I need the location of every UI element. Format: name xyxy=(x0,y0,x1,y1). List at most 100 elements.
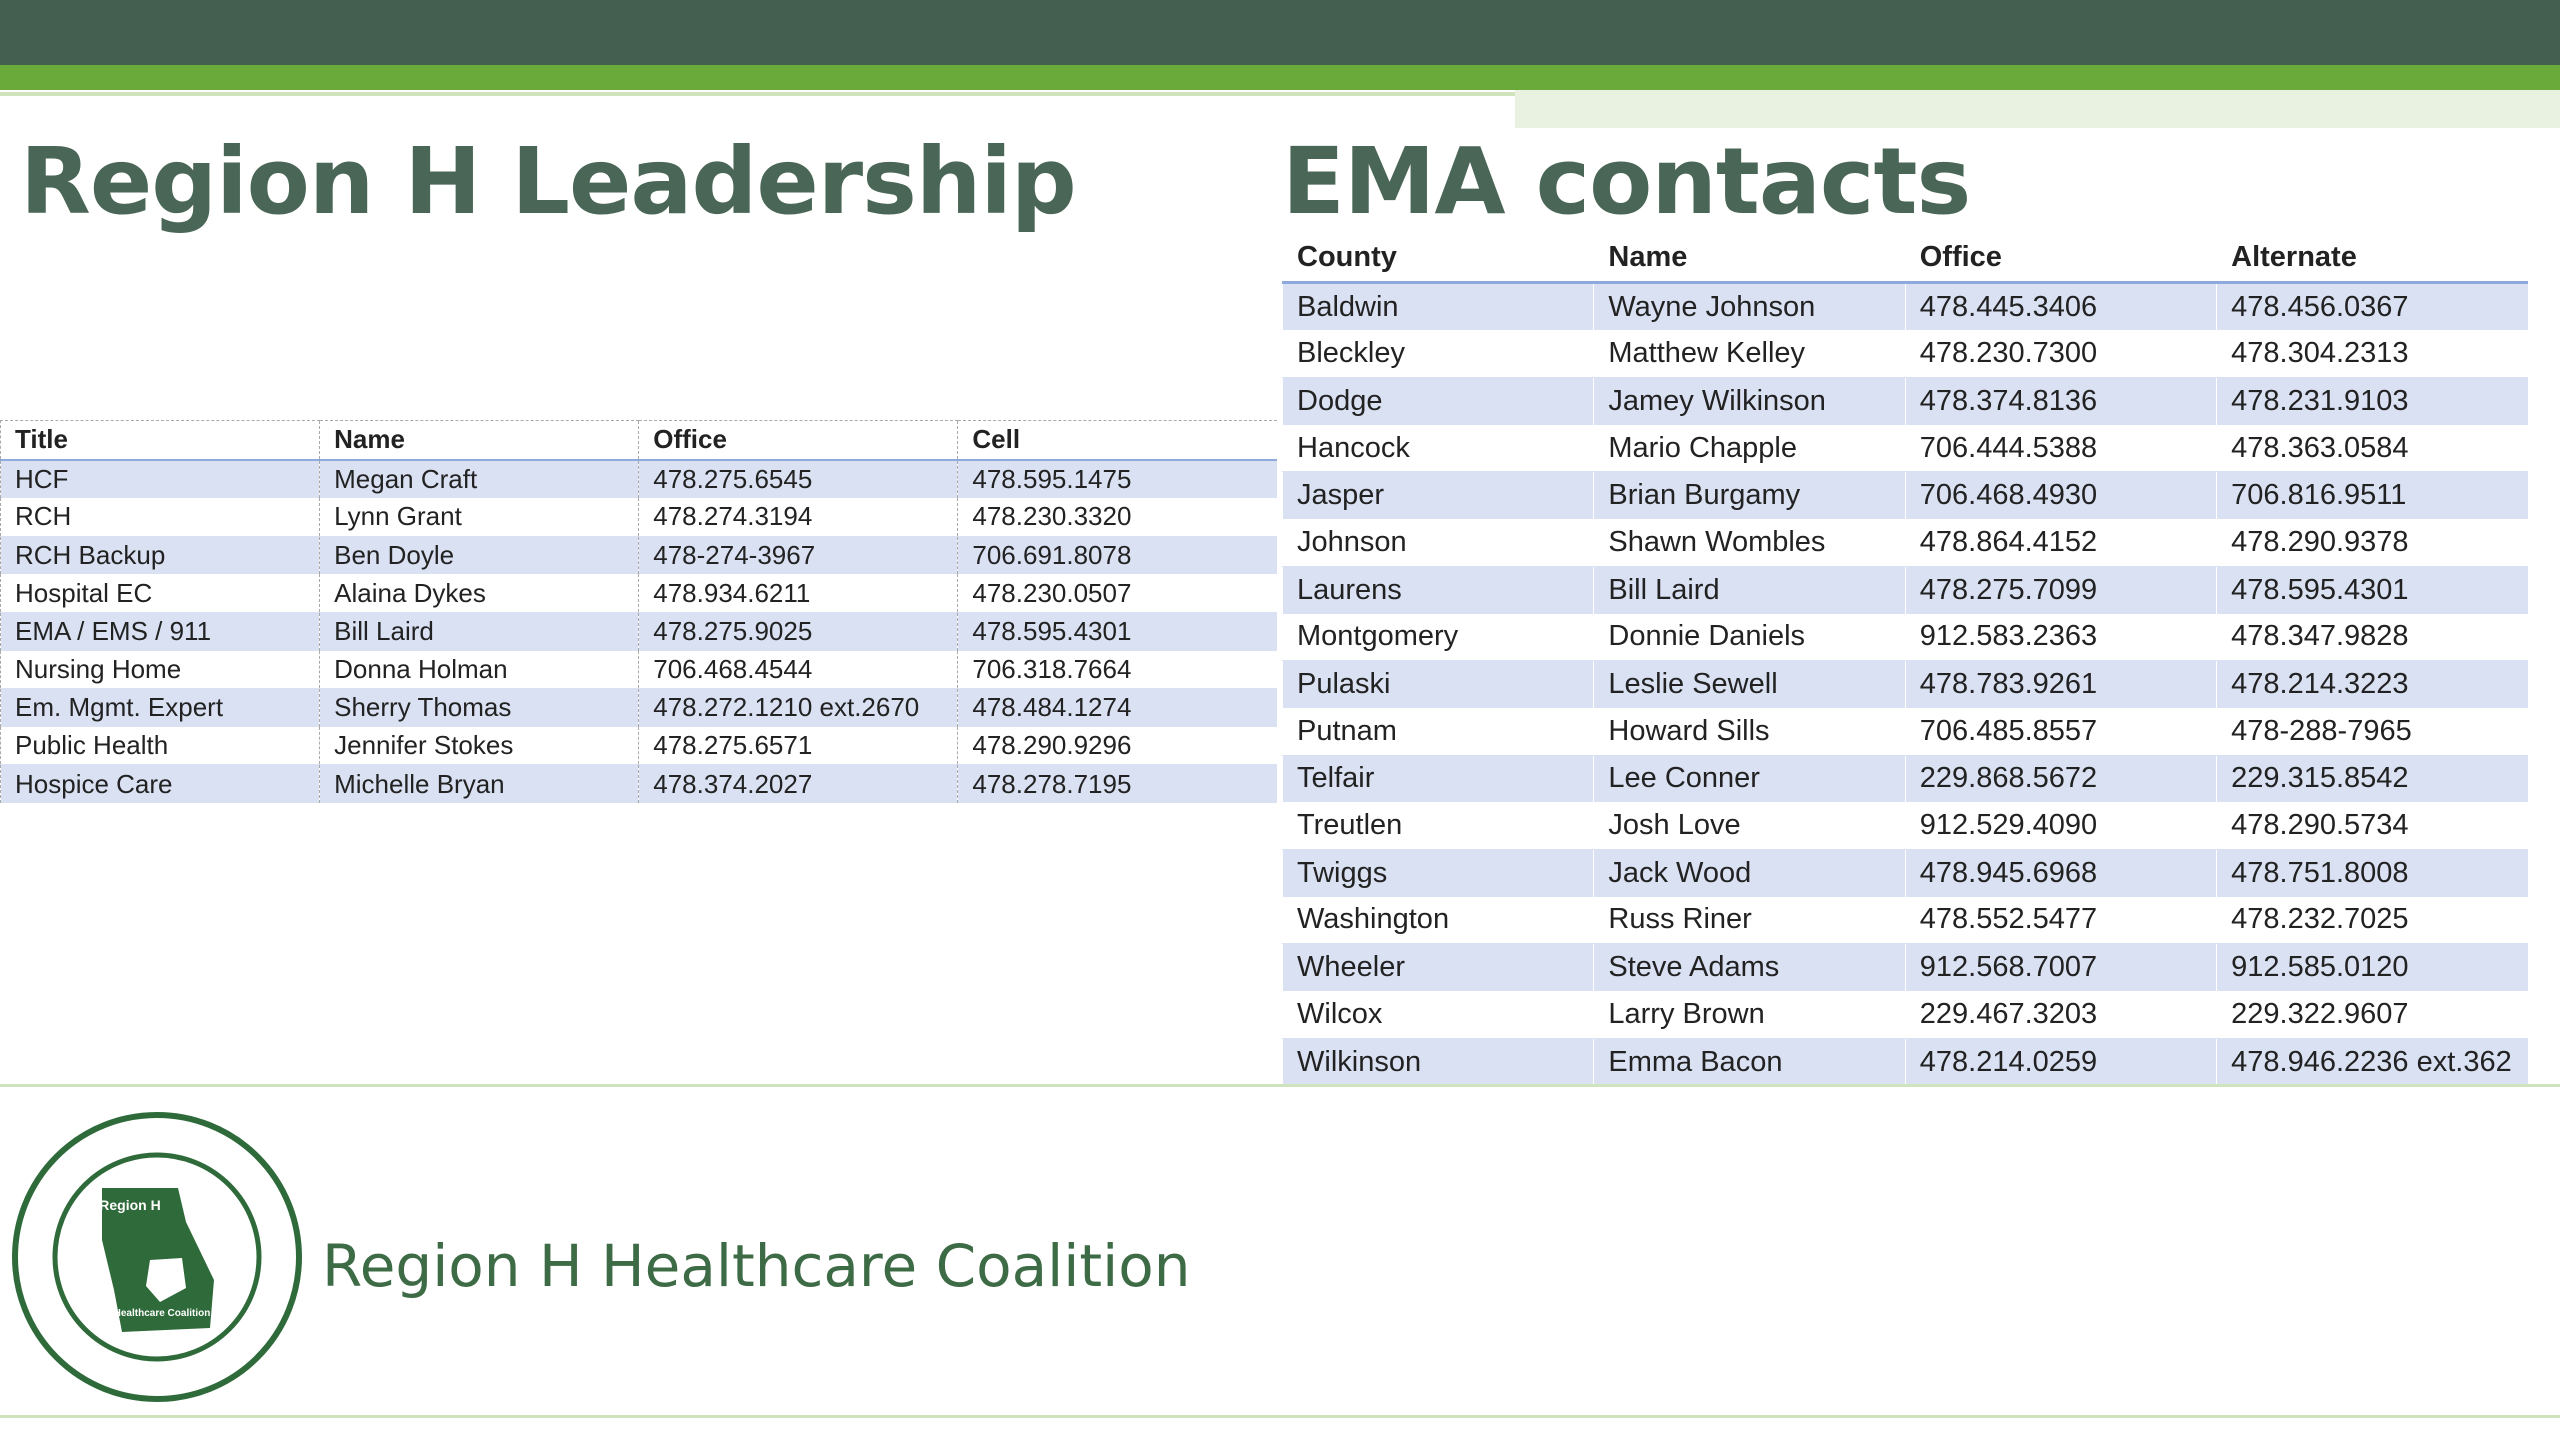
table-row: Nursing Home Donna Holman 706.468.4544 706.… xyxy=(0,650,1277,690)
table-cell: Larry Brown xyxy=(1593,991,1906,1039)
table-cell: EMA / EMS / 911 xyxy=(0,612,320,651)
footer-text: Region H Healthcare Coalition xyxy=(322,1232,1191,1300)
table-cell: 478.275.7099 xyxy=(1904,566,2217,614)
table-cell: Baldwin xyxy=(1281,282,1594,331)
table-cell: 229.868.5672 xyxy=(1904,755,2217,803)
table-cell: Hospice Care xyxy=(0,764,320,803)
table-cell: Hospital EC xyxy=(0,574,320,613)
table-row: Hospice Care Michelle Bryan 478.374.2027 47… xyxy=(0,764,1277,803)
table-cell: 912.529.4090 xyxy=(1904,802,2217,850)
table-cell: 478.232.7025 xyxy=(2216,896,2528,945)
table-cell: 229.315.8542 xyxy=(2216,755,2528,803)
table-cell: 706.691.8078 xyxy=(957,536,1277,575)
column-header: Name xyxy=(319,419,639,461)
table-cell: RCH xyxy=(0,498,320,537)
table-cell: 478.272.1210 ext.2670 xyxy=(638,688,958,727)
table-cell: 478.278.7195 xyxy=(957,764,1277,803)
table-cell: Em. Mgmt. Expert xyxy=(0,688,320,727)
table-cell: 478.214.3223 xyxy=(2216,660,2528,708)
table-cell: Mario Chapple xyxy=(1593,424,1906,473)
table-cell: Bleckley xyxy=(1281,330,1594,379)
table-cell: 478.214.0259 xyxy=(1904,1038,2217,1086)
table-row: Washington Russ Riner 478.552.5477 478.232.… xyxy=(1281,896,2528,945)
table-row: Johnson Shawn Wombles 478.864.4152 478.290.… xyxy=(1281,519,2528,567)
table-cell: 478.274.3194 xyxy=(638,498,958,537)
table-cell: 478.275.6545 xyxy=(638,459,958,499)
table-cell: Leslie Sewell xyxy=(1593,660,1906,708)
table-cell: 229.467.3203 xyxy=(1904,991,2217,1039)
table-row: RCH Lynn Grant 478.274.3194 478.230.3320 xyxy=(0,498,1277,537)
table-row: Public Health Jennifer Stokes 478.275.6571… xyxy=(0,726,1277,766)
table-cell: 478.945.6968 xyxy=(1904,849,2217,897)
table-cell: 478.456.0367 xyxy=(2216,282,2528,331)
table-cell: Emma Bacon xyxy=(1593,1038,1906,1086)
table-row: EMA / EMS / 911 Bill Laird 478.275.9025 478… xyxy=(0,612,1277,651)
table-cell: Wayne Johnson xyxy=(1593,282,1906,331)
footer-line xyxy=(0,1084,2560,1087)
table-cell: Pulaski xyxy=(1281,660,1594,708)
table-cell: 478.552.5477 xyxy=(1904,896,2217,945)
logo: Region H Healthcare Coalition xyxy=(12,1112,302,1402)
table-row: Twiggs Jack Wood 478.945.6968 478.751.8008 xyxy=(1281,849,2528,897)
right-title: EMA contacts xyxy=(1282,128,1971,235)
table-cell: Howard Sills xyxy=(1593,707,1906,756)
table-cell: 478.374.2027 xyxy=(638,764,958,803)
table-cell: 706.318.7664 xyxy=(957,650,1277,690)
table-cell: Jennifer Stokes xyxy=(319,726,639,766)
table-cell: Alaina Dykes xyxy=(319,574,639,613)
table-cell: 478.445.3406 xyxy=(1904,282,2217,331)
table-cell: 229.322.9607 xyxy=(2216,991,2528,1039)
table-cell: Johnson xyxy=(1281,519,1594,567)
table-cell: 478.347.9828 xyxy=(2216,613,2528,662)
table-cell: Bill Laird xyxy=(319,612,639,651)
table-cell: 706.444.5388 xyxy=(1904,424,2217,473)
table-cell: Matthew Kelley xyxy=(1593,330,1906,379)
column-header: Office xyxy=(1904,234,2217,284)
table-cell: 478.595.1475 xyxy=(957,459,1277,499)
table-cell: Montgomery xyxy=(1281,613,1594,662)
table-cell: Ben Doyle xyxy=(319,536,639,575)
table-cell: HCF xyxy=(0,459,320,499)
table-cell: 478.290.5734 xyxy=(2216,802,2528,850)
table-row: Laurens Bill Laird 478.275.7099 478.595.430… xyxy=(1281,566,2528,614)
logo-bottom-text: Healthcare Coalition xyxy=(114,1308,211,1319)
accent-line xyxy=(0,92,1515,96)
column-header: Office xyxy=(638,419,958,461)
table-cell: 478.783.9261 xyxy=(1904,660,2217,708)
table-row: Hospital EC Alaina Dykes 478.934.6211 478.2… xyxy=(0,574,1277,613)
table-cell: 478.864.4152 xyxy=(1904,519,2217,567)
table-cell: RCH Backup xyxy=(0,536,320,575)
table-row: RCH Backup Ben Doyle 478-274-3967 706.691.8… xyxy=(0,536,1277,575)
table-cell: Bill Laird xyxy=(1593,566,1906,614)
table-cell: 478.304.2313 xyxy=(2216,330,2528,379)
column-header: Name xyxy=(1593,234,1906,284)
table-cell: 478.751.8008 xyxy=(2216,849,2528,897)
table-row: Jasper Brian Burgamy 706.468.4930 706.816.9… xyxy=(1281,471,2528,520)
table-cell: Treutlen xyxy=(1281,802,1594,850)
table-row: Putnam Howard Sills 706.485.8557 478-288-79… xyxy=(1281,707,2528,756)
table-cell: Public Health xyxy=(0,726,320,766)
table-cell: 478-274-3967 xyxy=(638,536,958,575)
table-row: HCF Megan Craft 478.275.6545 478.595.1475 xyxy=(0,459,1277,499)
table-cell: Steve Adams xyxy=(1593,943,1906,991)
region-shape xyxy=(146,1258,186,1302)
table-row: Treutlen Josh Love 912.529.4090 478.290.573… xyxy=(1281,802,2528,850)
table-cell: Josh Love xyxy=(1593,802,1906,850)
table-cell: Brian Burgamy xyxy=(1593,471,1906,520)
table-cell: 478.595.4301 xyxy=(957,612,1277,651)
table-row: Baldwin Wayne Johnson 478.445.3406 478.456.… xyxy=(1281,282,2528,331)
table-cell: Washington xyxy=(1281,896,1594,945)
table-cell: 478.595.4301 xyxy=(2216,566,2528,614)
table-cell: 478.484.1274 xyxy=(957,688,1277,727)
table-cell: Lynn Grant xyxy=(319,498,639,537)
table-cell: 478.374.8136 xyxy=(1904,377,2217,425)
table-cell: Wilcox xyxy=(1281,991,1594,1039)
left-title: Region H Leadership xyxy=(20,128,1077,235)
table-cell: Twiggs xyxy=(1281,849,1594,897)
ema-table: County Name Office Alternate Baldwin Wayne Jo… xyxy=(1281,234,2528,1086)
table-cell: Shawn Wombles xyxy=(1593,519,1906,567)
table-cell: 706.485.8557 xyxy=(1904,707,2217,756)
table-row: Wheeler Steve Adams 912.568.7007 912.585.01… xyxy=(1281,943,2528,991)
table-cell: Lee Conner xyxy=(1593,755,1906,803)
